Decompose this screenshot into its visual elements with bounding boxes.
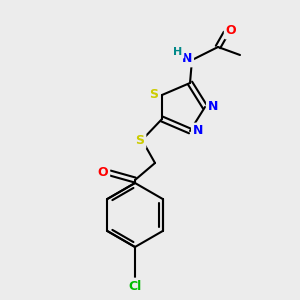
Text: O: O xyxy=(98,167,108,179)
Text: N: N xyxy=(193,124,203,137)
Text: N: N xyxy=(208,100,218,113)
Text: S: S xyxy=(149,88,158,101)
Text: O: O xyxy=(226,25,236,38)
Text: S: S xyxy=(136,134,145,148)
Text: N: N xyxy=(182,52,192,65)
Text: H: H xyxy=(173,47,183,57)
Text: Cl: Cl xyxy=(128,280,142,292)
